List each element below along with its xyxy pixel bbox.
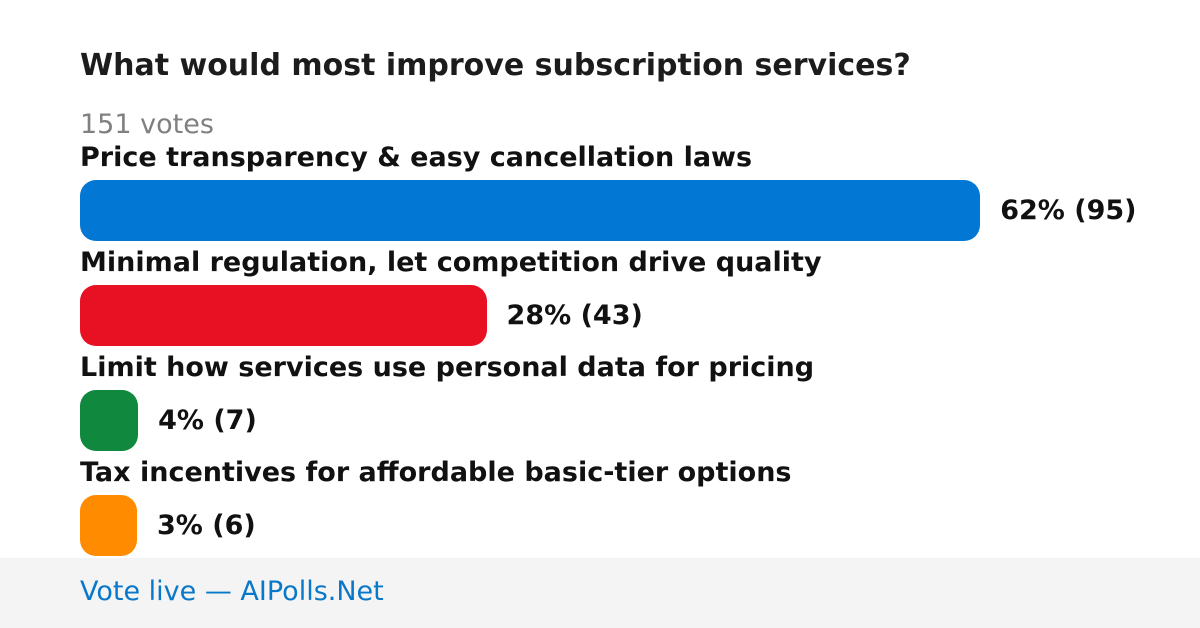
result-bar	[80, 390, 139, 451]
option-label: Limit how services use personal data for…	[80, 352, 815, 383]
result-bar	[80, 495, 137, 556]
option-label: Price transparency & easy cancellation l…	[80, 142, 753, 173]
poll-title: What would most improve subscription ser…	[80, 48, 911, 83]
option-label: Tax incentives for affordable basic-tier…	[80, 457, 792, 488]
option-label: Minimal regulation, let competition driv…	[80, 247, 822, 278]
footer-bar: Vote live — AIPolls.Net	[0, 558, 1200, 628]
vote-live-link[interactable]: Vote live — AIPolls.Net	[80, 576, 384, 607]
result-bar	[80, 180, 981, 241]
result-value-label: 28% (43)	[506, 300, 643, 331]
result-value-label: 3% (6)	[157, 510, 256, 541]
result-value-label: 4% (7)	[158, 405, 257, 436]
vote-count: 151 votes	[80, 109, 214, 140]
result-bar	[80, 285, 487, 346]
result-value-label: 62% (95)	[1000, 195, 1137, 226]
